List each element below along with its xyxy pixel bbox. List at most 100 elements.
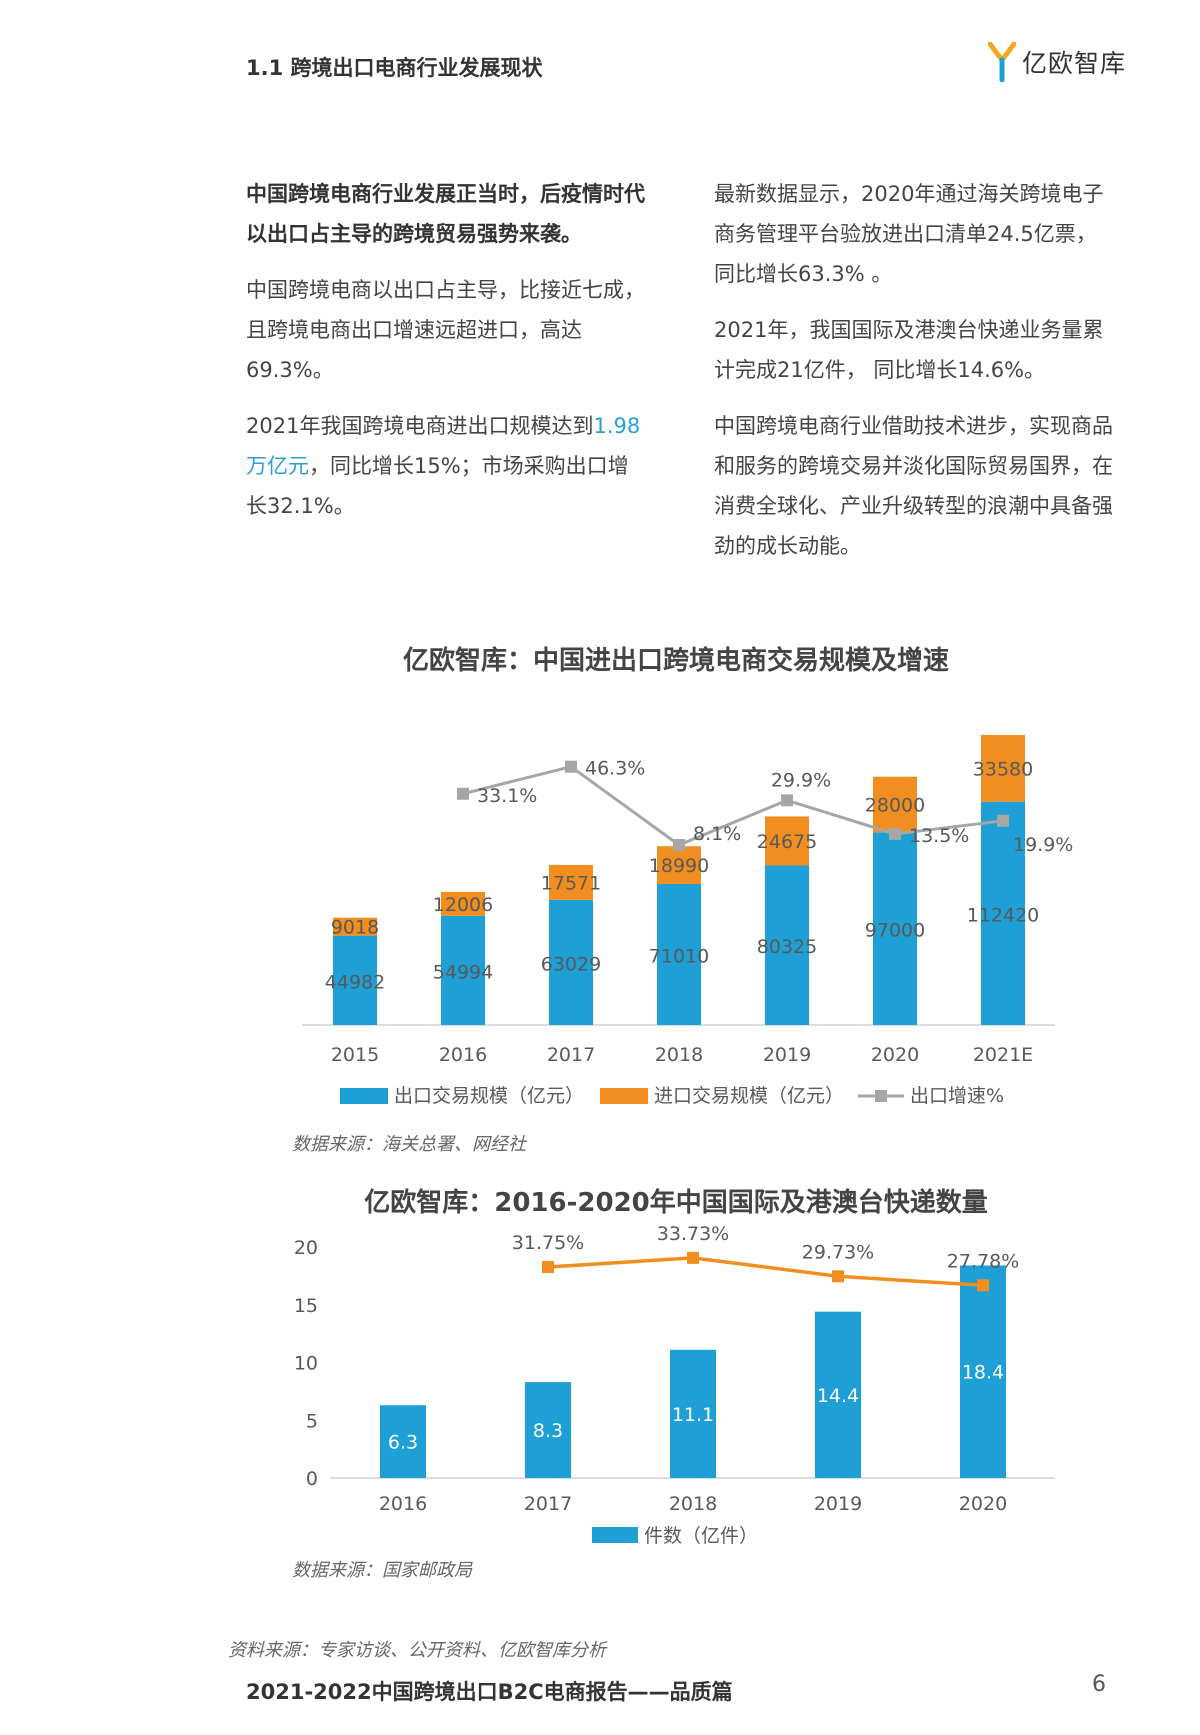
express-bar [525,1382,571,1478]
paragraph: 2021年，我国国际及港澳台快递业务量累计完成21亿件， 同比增长14.6%。 [714,318,1104,382]
import-bar [549,864,593,900]
growth-value-label: 29.9% [771,769,831,791]
export-value-label: 112420 [967,904,1040,926]
export-bar [981,801,1025,1025]
import-value-label: 24675 [757,831,817,853]
import-value-label: 12006 [433,894,493,916]
legend-import-swatch [600,1088,648,1104]
rate-value-label: 33.73% [657,1225,729,1245]
x-tick-label: 2019 [814,1493,862,1515]
x-tick-label: 2017 [524,1493,572,1515]
highlight-value: 1.98万亿元 [246,414,641,478]
rate-marker [977,1279,989,1292]
section-title: 1.1 跨境出口电商行业发展现状 [246,56,543,80]
legend-label: 件数（亿件） [644,1525,758,1547]
export-value-label: 97000 [865,920,925,942]
y-tick-label: 10 [294,1353,318,1375]
import-bar [765,816,809,866]
x-tick-label: 2021E [973,1044,1033,1066]
growth-marker [889,827,901,840]
x-tick-label: 2016 [379,1493,427,1515]
express-bar [960,1265,1006,1478]
x-tick-label: 2017 [547,1044,595,1066]
import-bar [657,846,701,884]
legend-growth-marker [875,1090,887,1102]
x-tick-label: 2015 [331,1044,379,1066]
express-bar [670,1349,716,1478]
import-bar [981,735,1025,802]
bar-value-label: 14.4 [817,1385,859,1407]
import-value-label: 17571 [541,872,601,894]
x-tick-label: 2018 [655,1044,703,1066]
rate-marker [687,1251,699,1264]
chart2-title: 亿欧智库：2016-2020年中国国际及港澳台快递数量 [364,1188,988,1218]
lead-paragraph: 中国跨境电商行业发展正当时，后疫情时代以出口占主导的跨境贸易强势来袭。 [246,182,645,246]
legend-swatch [592,1527,638,1543]
x-tick-label: 2016 [439,1044,487,1066]
page-number: 6 [1092,1672,1106,1697]
chart1-source: 数据来源：海关总署、网经社 [292,1134,526,1155]
footer-source: 资料来源：专家访谈、公开资料、亿欧智库分析 [228,1640,606,1661]
import-bar [441,891,485,916]
growth-value-label: 13.5% [909,825,969,847]
growth-marker [565,760,577,773]
paragraph: 中国跨境电商以出口占主导，比接近七成，且跨境电商出口增速远超进口，高达69.3%… [246,278,645,382]
x-tick-label: 2020 [871,1044,919,1066]
x-tick-label: 2020 [959,1493,1007,1515]
export-bar [333,935,377,1025]
export-value-label: 63029 [541,953,601,975]
paragraph: 中国跨境电商行业借助技术进步，实现商品和服务的跨境交易并淡化国际贸易国界，在消费… [714,414,1113,558]
chart1-trade-scale: 44982 9018 2015 54994 12006 2016 63029 17571 201… [302,735,1073,1107]
bar-value-label: 8.3 [533,1420,563,1442]
brand-logo: 亿欧智库 [988,40,1126,84]
export-bar [549,899,593,1025]
chart1-title: 亿欧智库：中国进出口跨境电商交易规模及增速 [402,646,949,676]
growth-value-label: 8.1% [693,823,741,845]
legend-export-swatch [340,1088,388,1104]
y-tick-label: 20 [294,1237,318,1259]
express-bar [380,1405,426,1478]
report-title: 2021-2022中国跨境出口B2C电商报告——品质篇 [246,1680,733,1704]
rate-line [547,1256,984,1288]
bar-value-label: 6.3 [388,1432,418,1454]
rate-value-label: 31.75% [512,1232,584,1254]
growth-marker [781,794,793,807]
export-bar [765,865,809,1025]
legend-export-label: 出口交易规模（亿元） [394,1085,584,1107]
growth-value-label: 19.9% [1013,834,1073,856]
growth-marker [997,814,1009,827]
rate-value-label: 27.78% [947,1250,1019,1272]
x-tick-label: 2019 [763,1044,811,1066]
legend-import-label: 进口交易规模（亿元） [654,1085,844,1107]
growth-marker [457,787,469,800]
legend-growth-label: 出口增速% [910,1085,1004,1107]
left-text-column: 中国跨境电商行业发展正当时，后疫情时代以出口占主导的跨境贸易强势来袭。 中国跨境… [246,174,646,542]
import-value-label: 18990 [649,855,709,877]
export-bar [657,883,701,1025]
import-bar [333,917,377,936]
paragraph: 最新数据显示，2020年通过海关跨境电子商务管理平台验放进出口清单24.5亿票，… [714,182,1104,286]
chart2-express-volume: 0 5 10 15 20 6.3 2016 8.3 2017 11.1 2018 14.4 2019 18… [294,1225,1055,1547]
text-run: ，同比增长15%；市场采购出口增长32.1%。 [246,454,629,518]
growth-value-label: 33.1% [477,785,537,807]
import-bar [873,776,917,833]
export-value-label: 71010 [649,945,709,967]
rate-value-label: 29.73% [802,1241,874,1263]
express-bar [815,1311,861,1478]
y-tick-label: 0 [306,1468,318,1490]
bar-value-label: 18.4 [962,1362,1004,1384]
export-value-label: 44982 [325,971,385,993]
logo-icon [988,42,1016,82]
logo-text: 亿欧智库 [1022,49,1127,78]
right-text-column: 最新数据显示，2020年通过海关跨境电子商务管理平台验放进出口清单24.5亿票，… [714,174,1114,582]
chart2-source: 数据来源：国家邮政局 [292,1560,472,1581]
export-bar [441,915,485,1025]
growth-marker [673,839,685,851]
growth-line [462,765,1004,847]
rate-marker [542,1261,554,1273]
export-bar [873,832,917,1025]
export-value-label: 80325 [757,936,817,958]
import-value-label: 28000 [865,795,925,817]
bar-value-label: 11.1 [672,1404,714,1426]
rate-marker [832,1270,844,1283]
